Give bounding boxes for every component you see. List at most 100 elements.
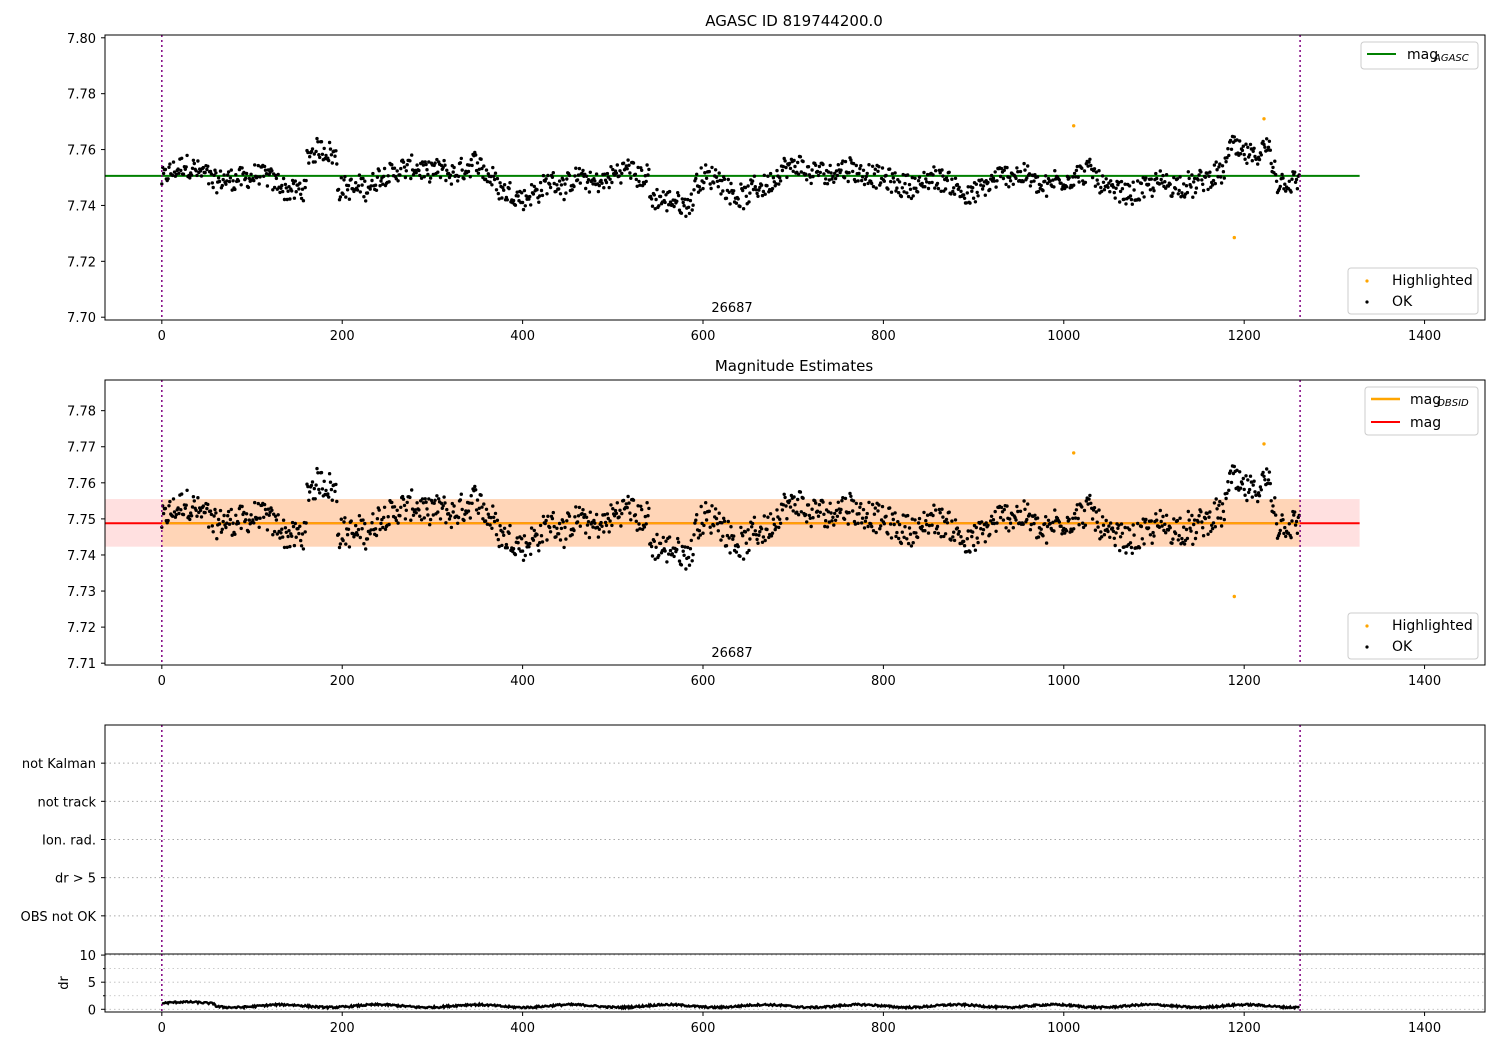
ok-point — [637, 522, 641, 526]
ok-point — [1191, 542, 1195, 546]
ok-point — [285, 545, 289, 549]
ok-point — [1274, 172, 1278, 177]
ok-point — [1081, 521, 1085, 525]
ok-point — [1018, 169, 1023, 174]
ok-point — [836, 163, 840, 167]
ok-point — [1265, 137, 1269, 141]
ok-point — [274, 518, 279, 522]
ok-point — [626, 494, 630, 499]
ok-point — [218, 508, 223, 513]
ok-point — [713, 507, 718, 511]
ok-point — [1157, 525, 1162, 529]
ok-point — [771, 176, 776, 180]
x-tick-label: 1400 — [1408, 329, 1441, 344]
ok-point — [871, 184, 876, 189]
ok-point — [1082, 169, 1087, 173]
ok-point — [1136, 521, 1140, 526]
ok-point — [333, 154, 337, 158]
ok-point — [668, 548, 673, 553]
ok-point — [665, 209, 669, 213]
ok-point — [1093, 184, 1098, 188]
ok-point — [1067, 517, 1071, 521]
ok-point — [670, 552, 674, 556]
y-tick-label: 7.72 — [67, 255, 96, 270]
ok-point — [649, 544, 654, 549]
ok-point — [810, 507, 814, 511]
ok-point — [1158, 508, 1163, 513]
ok-point — [584, 186, 588, 191]
ok-point — [778, 179, 783, 183]
ok-point — [191, 495, 196, 499]
ok-point — [871, 529, 876, 533]
ok-point — [270, 508, 274, 512]
ok-point — [751, 187, 756, 192]
ok-point — [538, 541, 542, 545]
ok-point — [1060, 187, 1064, 191]
ok-point — [635, 528, 639, 532]
ok-point — [1253, 154, 1257, 159]
ok-point — [690, 559, 694, 563]
ok-point — [1016, 509, 1020, 514]
ok-point — [860, 175, 865, 179]
ok-point — [431, 172, 435, 177]
ok-point — [971, 196, 976, 200]
ok-point — [1191, 195, 1195, 199]
ok-point — [392, 166, 397, 170]
ok-point — [176, 167, 180, 171]
ok-point — [319, 470, 324, 475]
ok-point — [559, 183, 564, 187]
ok-point — [1242, 487, 1246, 492]
ok-point — [1028, 528, 1033, 532]
ok-point — [417, 168, 421, 173]
ok-point — [185, 153, 189, 158]
ok-point — [1057, 178, 1062, 182]
ok-point — [497, 197, 501, 201]
y-tick-label: 7.76 — [67, 144, 96, 159]
ok-point — [949, 538, 953, 542]
ok-point — [520, 191, 524, 195]
ok-point — [256, 501, 260, 506]
ok-point — [949, 192, 953, 196]
ok-point — [275, 532, 279, 536]
ok-point — [1178, 175, 1182, 179]
ok-point — [1148, 188, 1153, 192]
ok-point — [494, 188, 499, 192]
ok-point — [1208, 170, 1212, 174]
ok-point — [432, 501, 436, 505]
ok-point — [994, 529, 998, 533]
ok-point — [882, 522, 886, 526]
ok-point — [1016, 170, 1020, 174]
ok-point — [456, 521, 460, 525]
ok-point — [377, 508, 381, 512]
ok-point — [920, 524, 924, 529]
ok-point — [482, 502, 486, 506]
ok-point — [303, 530, 307, 534]
ok-point — [888, 506, 892, 510]
ok-point — [1245, 498, 1249, 503]
ok-point — [349, 519, 353, 523]
ok-point — [1045, 524, 1050, 529]
x-tick-label: 800 — [871, 1021, 896, 1036]
ok-point — [609, 165, 613, 169]
ok-point — [1271, 504, 1275, 508]
ok-point — [874, 530, 878, 535]
ok-point — [704, 163, 708, 167]
ok-point — [893, 511, 897, 515]
ok-point — [1043, 522, 1047, 526]
ok-point — [290, 534, 294, 538]
ok-point — [1219, 181, 1224, 185]
ok-point — [528, 194, 532, 199]
ok-point — [183, 506, 187, 510]
ok-point — [1240, 148, 1245, 153]
ok-point — [751, 532, 756, 537]
ok-point — [1099, 530, 1103, 534]
ok-point — [975, 536, 979, 540]
ok-point — [552, 524, 556, 529]
ok-point — [176, 506, 180, 510]
ok-point — [445, 168, 449, 172]
ok-point — [343, 516, 347, 520]
ok-point — [442, 158, 446, 163]
ok-point — [687, 211, 692, 216]
ok-point — [750, 179, 755, 183]
ok-point — [535, 533, 539, 537]
